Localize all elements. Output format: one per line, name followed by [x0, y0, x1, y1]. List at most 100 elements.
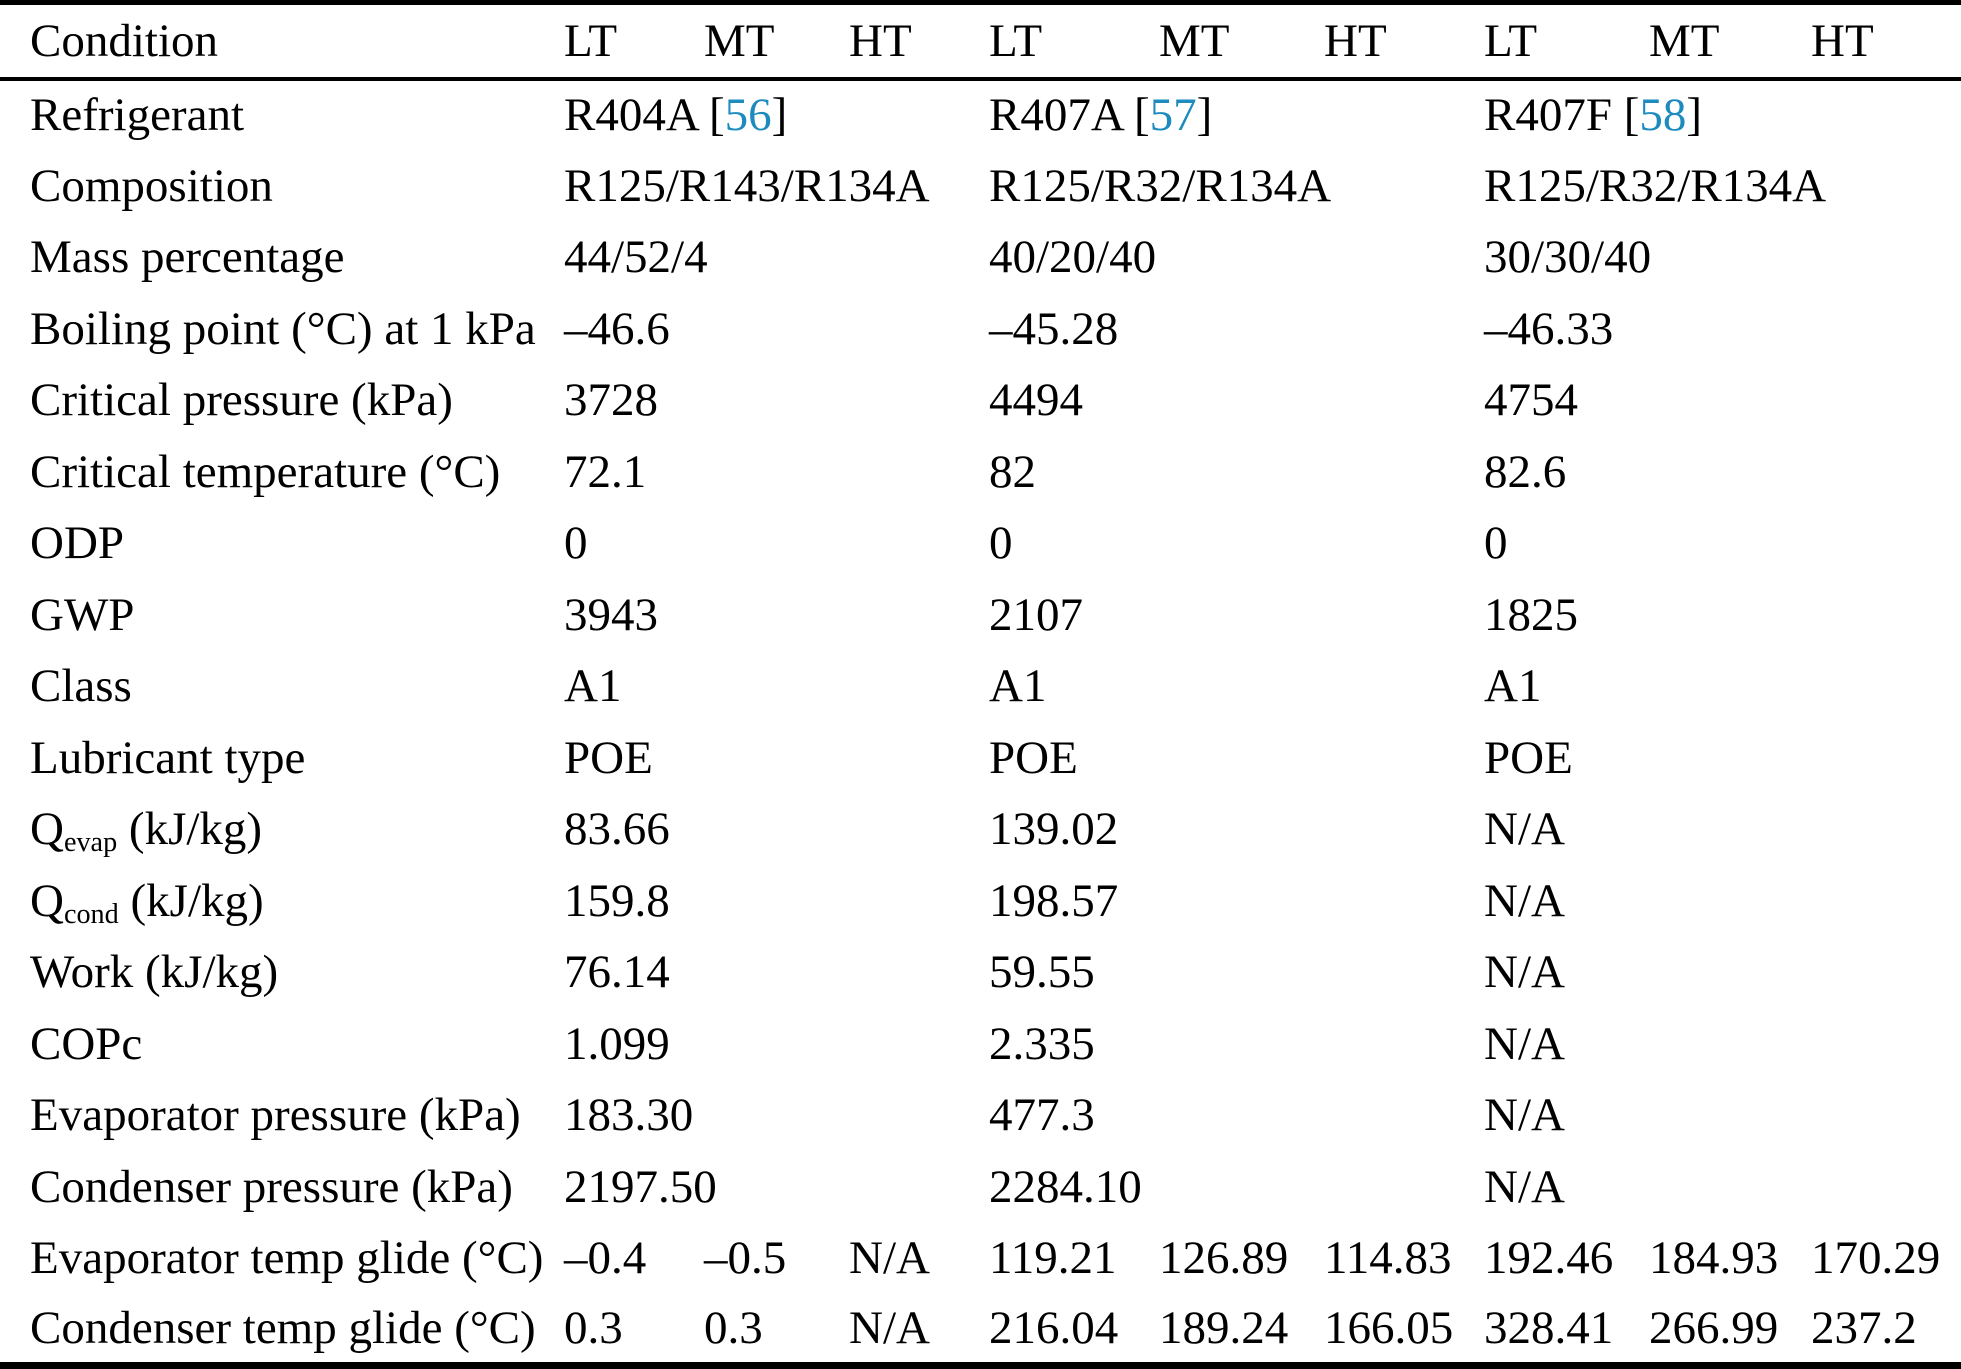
row-label: Work (kJ/kg)	[30, 946, 279, 999]
row-label: Refrigerant	[30, 89, 245, 142]
column-header-lt: LT	[989, 14, 1043, 67]
refrigerant-name: R407A [	[989, 89, 1150, 142]
cell-value: 2284.10	[989, 1160, 1142, 1213]
cell-value: 82.6	[1484, 445, 1567, 498]
column-header-ht: HT	[1811, 14, 1874, 67]
column-header-ht: HT	[849, 14, 912, 67]
row-label-symbol: Q	[30, 803, 64, 856]
row-label: COPc	[30, 1017, 143, 1070]
cell-value: 192.46	[1484, 1232, 1614, 1285]
row-label: Critical temperature (°C)	[30, 445, 501, 498]
citation-link[interactable]: 58	[1639, 89, 1687, 142]
table-row-gwp: GWP 3943 2107 1825	[0, 579, 1961, 651]
cell-value: 159.8	[564, 874, 670, 927]
cell-value: –0.4	[564, 1232, 647, 1285]
row-label-unit: (kJ/kg)	[117, 803, 263, 856]
cell-value: 2107	[989, 588, 1083, 641]
cell-value: 170.29	[1811, 1232, 1941, 1285]
cell-value: R407A [57]	[985, 79, 1480, 151]
row-label-subscript: evap	[63, 827, 118, 859]
refrigerant-name: R407F [	[1484, 89, 1640, 142]
cell-value: 3728	[564, 374, 658, 427]
column-header-mt: MT	[1649, 14, 1720, 67]
table-row-composition: Composition R125/R143/R134A R125/R32/R13…	[0, 150, 1961, 222]
column-header-ht: HT	[1324, 14, 1387, 67]
column-header-condition: Condition	[30, 14, 219, 67]
cell-value: –0.5	[704, 1232, 787, 1285]
cell-value: 0	[989, 517, 1013, 570]
cell-value: 0.3	[704, 1302, 763, 1354]
refrigerant-name: R404A [	[564, 89, 725, 142]
cell-value: –46.33	[1484, 302, 1614, 355]
column-header-lt: LT	[1484, 14, 1538, 67]
cell-value: 189.24	[1159, 1302, 1289, 1354]
table-row-class: Class A1 A1 A1	[0, 651, 1961, 723]
cell-value: 30/30/40	[1484, 231, 1652, 284]
table-row-q-cond: Qcond (kJ/kg) 159.8 198.57 N/A	[0, 865, 1961, 937]
row-label: Lubricant type	[30, 731, 306, 784]
cell-value: A1	[1484, 660, 1542, 713]
row-label: Qevap (kJ/kg)	[0, 794, 560, 866]
table-row-work: Work (kJ/kg) 76.14 59.55 N/A	[0, 937, 1961, 1009]
cell-value: 4754	[1484, 374, 1578, 427]
row-label: Evaporator pressure (kPa)	[30, 1089, 521, 1142]
row-label: Condenser pressure (kPa)	[30, 1160, 513, 1213]
header-row: Condition LT MT HT LT MT HT LT MT HT	[0, 3, 1961, 79]
cell-value: 2.335	[989, 1017, 1095, 1070]
cell-value: R407F [58]	[1480, 79, 1961, 151]
cell-value: 1825	[1484, 588, 1578, 641]
bracket-close: ]	[1686, 89, 1703, 142]
cell-value: N/A	[1484, 946, 1565, 999]
cell-value: N/A	[1484, 803, 1565, 856]
table-row-evaporator-pressure: Evaporator pressure (kPa) 183.30 477.3 N…	[0, 1080, 1961, 1152]
cell-value: 0	[1484, 517, 1508, 570]
table-row-critical-temperature: Critical temperature (°C) 72.1 82 82.6	[0, 436, 1961, 508]
bracket-close: ]	[771, 89, 788, 142]
cell-value: R404A [56]	[560, 79, 985, 151]
cell-value: 44/52/4	[564, 231, 708, 284]
cell-value: R125/R143/R134A	[564, 159, 930, 212]
row-label: ODP	[30, 517, 125, 570]
cell-value: POE	[564, 731, 653, 784]
cell-value: 237.2	[1811, 1302, 1917, 1354]
table-row-mass-percentage: Mass percentage 44/52/4 40/20/40 30/30/4…	[0, 222, 1961, 294]
row-label-symbol: Q	[30, 874, 64, 927]
table-row-copc: COPc 1.099 2.335 N/A	[0, 1008, 1961, 1080]
cell-value: 266.99	[1649, 1302, 1779, 1354]
cell-value: 1.099	[564, 1017, 670, 1070]
cell-value: 139.02	[989, 803, 1119, 856]
citation-link[interactable]: 57	[1149, 89, 1197, 142]
cell-value: 328.41	[1484, 1302, 1614, 1354]
table-row-lubricant-type: Lubricant type POE POE POE	[0, 722, 1961, 794]
cell-value: N/A	[849, 1302, 930, 1354]
row-label: Class	[30, 660, 132, 713]
cell-value: N/A	[1484, 1160, 1565, 1213]
row-label: Qcond (kJ/kg)	[0, 865, 560, 937]
row-label: Composition	[30, 159, 273, 212]
row-label: Critical pressure (kPa)	[30, 374, 453, 427]
row-label: Condenser temp glide (°C)	[30, 1302, 536, 1354]
cell-value: POE	[989, 731, 1078, 784]
cell-value: R125/R32/R134A	[1484, 159, 1827, 212]
citation-link[interactable]: 56	[724, 89, 772, 142]
cell-value: 59.55	[989, 946, 1095, 999]
cell-value: 4494	[989, 374, 1083, 427]
row-label-subscript: cond	[63, 898, 119, 930]
column-header-mt: MT	[704, 14, 775, 67]
cell-value: N/A	[849, 1232, 930, 1285]
row-label: Evaporator temp glide (°C)	[30, 1232, 544, 1285]
cell-value: 114.83	[1324, 1232, 1452, 1285]
bracket-close: ]	[1196, 89, 1213, 142]
cell-value: –45.28	[989, 302, 1119, 355]
cell-value: 2197.50	[564, 1160, 717, 1213]
cell-value: A1	[564, 660, 622, 713]
cell-value: 83.66	[564, 803, 670, 856]
table-row-refrigerant: Refrigerant R404A [56] R407A [57] R407F …	[0, 79, 1961, 151]
cell-value: POE	[1484, 731, 1573, 784]
cell-value: N/A	[1484, 1089, 1565, 1142]
cell-value: 477.3	[989, 1089, 1095, 1142]
cell-value: 0.3	[564, 1302, 623, 1354]
row-label: Mass percentage	[30, 231, 345, 284]
